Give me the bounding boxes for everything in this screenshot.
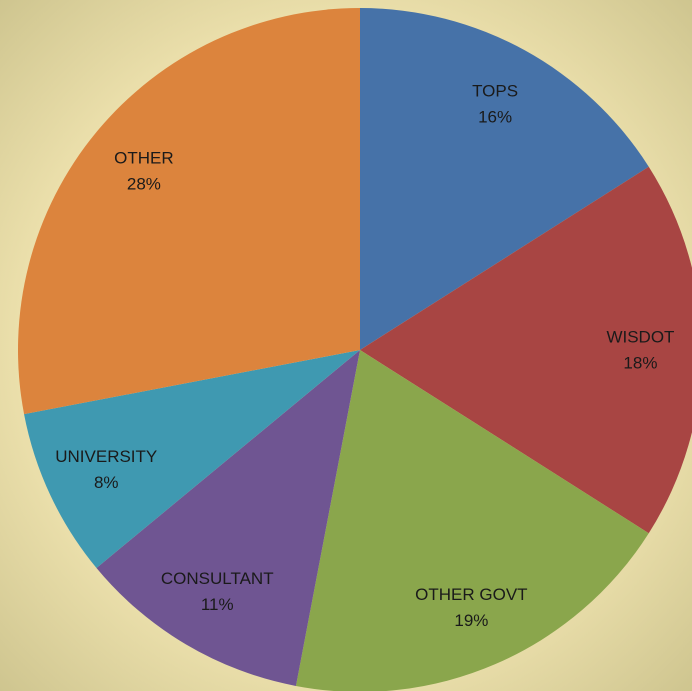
pie-slice [96, 350, 361, 686]
slice-label: WISDOT [606, 327, 674, 346]
pie-slice [360, 166, 692, 534]
slice-label: TOPS [472, 82, 518, 101]
slice-label: UNIVERSITY [55, 447, 157, 466]
pie-slice [295, 350, 649, 691]
slice-label: CONSULTANT [161, 569, 274, 588]
slice-label: OTHER GOVT [415, 585, 527, 604]
slice-value-label: 19% [454, 611, 488, 630]
slice-value-label: 28% [127, 175, 161, 194]
slice-label: OTHER [114, 149, 174, 168]
slice-value-label: 11% [201, 595, 234, 614]
pie-slice [17, 8, 360, 415]
pie-slice [360, 8, 649, 350]
slice-value-label: 16% [478, 108, 512, 127]
pie-slice [24, 350, 360, 568]
slice-value-label: 18% [623, 353, 657, 372]
slice-value-label: 8% [94, 473, 119, 492]
